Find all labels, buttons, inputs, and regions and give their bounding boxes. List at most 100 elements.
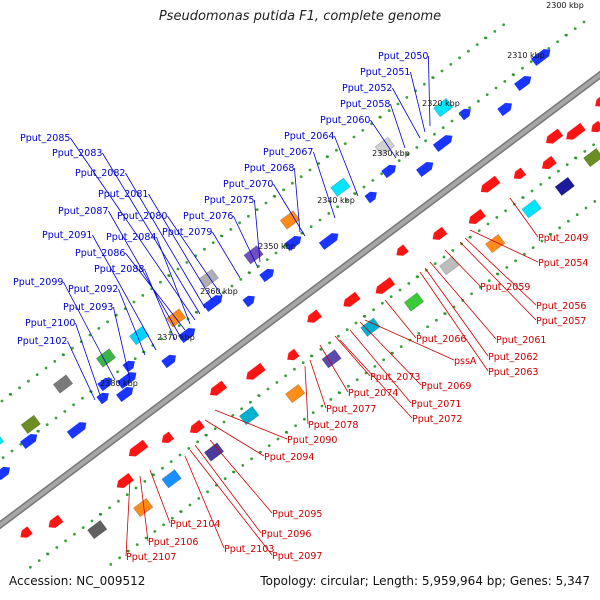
tick-label: 2330 kbp xyxy=(372,149,410,158)
gene-forward xyxy=(116,372,137,389)
track-dot xyxy=(188,503,192,507)
leader-line xyxy=(419,271,489,372)
gene-forward xyxy=(284,235,302,252)
gene-label: Pput_2051 xyxy=(360,67,410,78)
gene-forward xyxy=(381,164,396,179)
gene-label: Pput_2052 xyxy=(342,83,392,94)
track-dot xyxy=(397,159,401,163)
track-dot xyxy=(405,96,409,99)
tick-label: 2340 kbp xyxy=(317,196,355,205)
track-dot xyxy=(240,407,244,411)
gene-arrow-forward xyxy=(161,354,176,369)
track-dot xyxy=(249,400,252,404)
track-dot xyxy=(347,384,350,388)
track-dot xyxy=(35,373,39,376)
gene-block xyxy=(374,136,395,157)
gene-block xyxy=(161,469,182,489)
gene-label: Pput_2072 xyxy=(412,414,462,425)
track-dot xyxy=(567,219,570,223)
track-dot xyxy=(592,143,595,147)
track-dot xyxy=(521,66,524,70)
track-dot xyxy=(90,519,94,523)
gene-reverse xyxy=(591,120,600,133)
gene-block xyxy=(433,97,454,118)
track-dot xyxy=(556,40,559,44)
track-dot xyxy=(231,414,235,417)
gene-category-block xyxy=(133,497,154,518)
gene-arrow-forward xyxy=(381,164,396,179)
track-dot xyxy=(557,169,560,173)
track-dot xyxy=(27,379,30,383)
gene-block xyxy=(52,374,74,394)
leader-line xyxy=(214,409,288,440)
track-dot xyxy=(441,126,445,129)
gene-arrow-forward xyxy=(242,295,255,308)
track-dot xyxy=(239,278,243,281)
gene-category-block xyxy=(521,199,542,219)
gene-category-block xyxy=(243,245,264,265)
gene-label: Pput_2057 xyxy=(536,316,586,327)
gene-category-block xyxy=(95,348,117,368)
gene-label: Pput_2060 xyxy=(320,115,370,126)
track-dot xyxy=(354,321,358,325)
track-dot xyxy=(318,218,322,222)
gene-reverse xyxy=(480,175,501,193)
track-dot xyxy=(64,539,67,543)
track-dot xyxy=(259,450,262,454)
track-dot xyxy=(514,259,517,263)
track-dot xyxy=(185,261,189,264)
track-dot xyxy=(317,162,321,165)
gene-label: Pput_2061 xyxy=(496,335,546,346)
track-dot xyxy=(153,530,157,533)
gene-label: Pput_2064 xyxy=(284,131,334,142)
track-dot xyxy=(223,477,227,480)
gene-arrow-forward xyxy=(202,295,223,312)
gene-label: Pput_2058 xyxy=(340,99,390,110)
gene-label: Pput_2083 xyxy=(52,148,102,159)
gene-label: Pput_2068 xyxy=(244,163,294,174)
leader-line xyxy=(113,306,131,381)
gene-category-block xyxy=(321,349,342,369)
gene-label: Pput_2074 xyxy=(348,388,398,399)
track-dot xyxy=(132,300,136,304)
gene-label: Pput_2088 xyxy=(94,264,144,275)
leader-line xyxy=(254,199,261,263)
leader-line xyxy=(92,234,157,351)
track-dot xyxy=(117,499,120,503)
track-dot xyxy=(387,109,391,112)
track-dot xyxy=(63,410,67,413)
track-dot xyxy=(283,245,287,248)
gene-arrow-forward xyxy=(122,360,135,373)
gene-forward xyxy=(318,233,339,250)
track-dot xyxy=(106,320,109,324)
gene-forward xyxy=(66,422,87,439)
track-dot xyxy=(415,146,419,149)
leader-line xyxy=(334,335,371,377)
gene-reverse xyxy=(396,244,409,256)
track-dot xyxy=(10,449,14,453)
track-dot xyxy=(475,43,479,46)
gene-block xyxy=(198,268,219,289)
track-dot xyxy=(504,209,507,213)
gene-label: Pput_2050 xyxy=(378,51,428,62)
leader-line xyxy=(167,215,223,297)
track-dot xyxy=(529,60,533,63)
gene-arrow-forward xyxy=(20,433,38,450)
track-dot xyxy=(539,183,543,186)
track-dot xyxy=(458,56,461,60)
gene-arrow-forward xyxy=(514,75,532,92)
gene-category-block xyxy=(52,374,74,394)
track-dot xyxy=(329,398,333,401)
gene-forward xyxy=(161,354,176,369)
gene-arrow-forward xyxy=(416,161,434,178)
track-dot xyxy=(308,168,312,172)
gene-forward xyxy=(514,75,532,92)
gene-forward xyxy=(530,49,551,66)
track-dot xyxy=(371,179,375,182)
gene-arrow-forward xyxy=(116,372,137,389)
track-dot xyxy=(433,132,436,136)
gene-reverse xyxy=(546,128,564,144)
leader-line xyxy=(364,319,455,361)
gene-label: Pput_2093 xyxy=(63,302,113,313)
gene-label: Pput_2071 xyxy=(411,399,461,410)
